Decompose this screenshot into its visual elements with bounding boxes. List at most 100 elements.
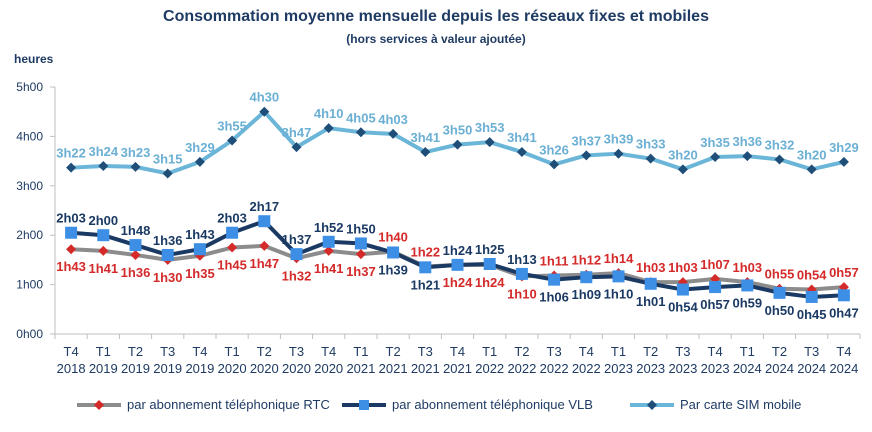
x-tick-label: 2023 [701, 361, 730, 376]
data-point-vlb [709, 281, 722, 294]
data-point-sim [323, 123, 334, 134]
data-point-sim [806, 164, 817, 175]
x-tick-label: T3 [804, 344, 819, 359]
x-tick-label: 2020 [314, 361, 343, 376]
data-label-sim: 3h15 [153, 151, 183, 166]
data-label-vlb: 2h00 [88, 213, 118, 228]
data-point-rtc [66, 244, 77, 255]
data-label-vlb: 2h03 [217, 211, 247, 226]
data-point-sim [130, 161, 141, 172]
x-tick-label: 2022 [540, 361, 569, 376]
data-label-sim: 3h26 [539, 142, 569, 157]
x-tick-label: T4 [192, 344, 207, 359]
y-tick-label: 5h00 [16, 80, 43, 94]
x-tick-label: 2020 [250, 361, 279, 376]
x-tick-label: 2018 [57, 361, 86, 376]
data-label-vlb: 0h54 [668, 300, 698, 315]
data-label-sim: 3h41 [507, 130, 537, 145]
data-point-sim [613, 148, 624, 159]
data-label-sim: 3h29 [829, 140, 859, 155]
data-label-rtc: 1h30 [153, 270, 183, 285]
data-point-vlb [805, 290, 818, 303]
legend-label-rtc: par abonnement téléphonique RTC [127, 397, 330, 412]
data-point-rtc [98, 245, 109, 256]
legend-label-vlb: par abonnement téléphonique VLB [392, 397, 593, 412]
data-point-vlb [419, 261, 432, 274]
data-label-sim: 3h32 [765, 137, 795, 152]
data-label-rtc: 1h22 [410, 244, 440, 259]
data-point-vlb [129, 239, 142, 252]
data-point-vlb [354, 237, 367, 250]
x-tick-label: 2020 [218, 361, 247, 376]
data-label-rtc: 1h24 [475, 275, 505, 290]
data-label-vlb: 1h36 [153, 233, 183, 248]
data-label-sim: 3h20 [797, 147, 827, 162]
data-label-vlb: 1h43 [185, 227, 215, 242]
data-label-rtc: 1h45 [217, 258, 247, 273]
data-label-sim: 3h47 [282, 125, 312, 140]
x-tick-label: 2019 [153, 361, 182, 376]
data-point-vlb [451, 258, 464, 271]
y-axis-label: heures [14, 52, 54, 66]
data-label-rtc: 1h03 [668, 260, 698, 275]
data-label-sim: 3h23 [121, 145, 151, 160]
x-tick-label: 2021 [443, 361, 472, 376]
data-label-rtc: 1h35 [185, 266, 215, 281]
x-tick-label: 2019 [89, 361, 118, 376]
x-tick-label: T4 [708, 344, 723, 359]
data-label-rtc: 0h55 [765, 267, 795, 282]
data-point-rtc [130, 249, 141, 260]
data-label-vlb: 1h10 [604, 286, 634, 301]
data-label-sim: 3h55 [217, 119, 247, 134]
data-point-vlb [226, 226, 239, 239]
x-tick-label: T1 [225, 344, 240, 359]
legend-label-sim: Par carte SIM mobile [680, 397, 802, 412]
data-label-sim: 3h36 [732, 134, 762, 149]
data-point-sim [162, 168, 173, 179]
x-tick-label: 2022 [475, 361, 504, 376]
data-label-sim: 3h35 [700, 135, 730, 150]
data-point-vlb [741, 279, 754, 292]
data-label-sim: 3h33 [636, 137, 666, 152]
data-label-sim: 3h39 [604, 132, 634, 147]
data-point-sim [838, 156, 849, 167]
x-tick-label: 2023 [636, 361, 665, 376]
x-tick-label: T2 [643, 344, 658, 359]
data-label-vlb: 1h01 [636, 294, 666, 309]
data-point-rtc [259, 240, 270, 251]
y-tick-label: 4h00 [16, 129, 43, 143]
data-label-rtc: 1h32 [282, 268, 312, 283]
x-tick-label: T4 [321, 344, 336, 359]
x-tick-label: T3 [547, 344, 562, 359]
data-point-sim [259, 106, 270, 117]
x-tick-label: 2023 [604, 361, 633, 376]
data-point-sim [710, 151, 721, 162]
data-label-sim: 3h22 [56, 146, 86, 161]
data-label-rtc: 1h03 [636, 260, 666, 275]
data-label-vlb: 0h47 [829, 305, 859, 320]
data-point-sim [388, 128, 399, 139]
data-label-rtc: 1h37 [346, 264, 376, 279]
data-point-sim [194, 156, 205, 167]
data-label-sim: 3h37 [571, 133, 601, 148]
data-label-rtc: 1h43 [56, 259, 86, 274]
y-tick-label: 3h00 [16, 179, 43, 193]
data-point-rtc [323, 245, 334, 256]
x-tick-label: 2022 [507, 361, 536, 376]
data-point-vlb [65, 226, 78, 239]
y-tick-label: 0h00 [16, 327, 43, 341]
data-label-vlb: 1h09 [571, 287, 601, 302]
x-tick-label: 2020 [282, 361, 311, 376]
data-label-rtc: 1h10 [507, 286, 537, 301]
data-label-sim: 3h41 [410, 130, 440, 145]
data-label-rtc: 1h11 [540, 254, 569, 269]
data-label-sim: 4h30 [249, 90, 279, 105]
data-point-vlb [97, 229, 110, 242]
x-tick-label: 2023 [668, 361, 697, 376]
data-point-sim [98, 161, 109, 172]
data-point-vlb [161, 248, 174, 261]
chart-title: Consommation moyenne mensuelle depuis le… [163, 8, 709, 25]
data-label-rtc: 1h12 [571, 253, 601, 268]
data-label-rtc: 1h07 [700, 257, 730, 272]
